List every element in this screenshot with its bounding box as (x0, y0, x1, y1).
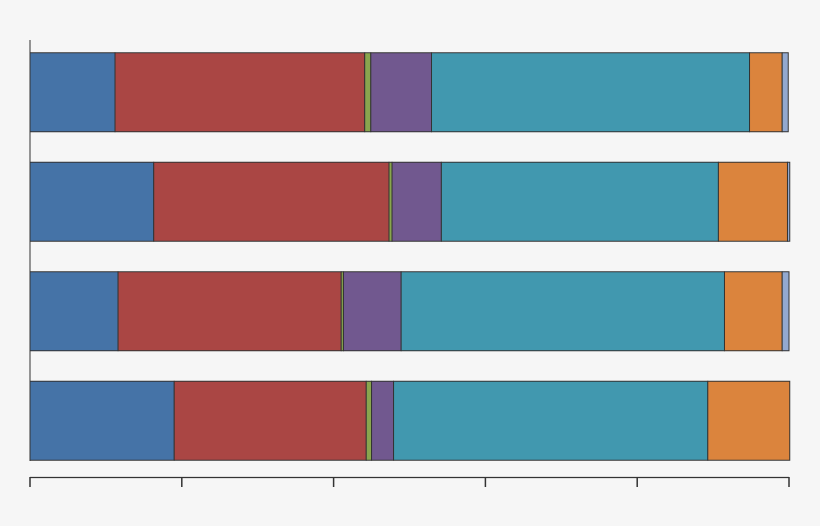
bar-segment (153, 161, 390, 242)
bar-segment (29, 271, 119, 352)
bar-segment (29, 161, 155, 242)
bar-segment (717, 161, 788, 242)
bar-segment (117, 271, 342, 352)
bar-segment (749, 52, 783, 133)
bar-segment (370, 52, 433, 133)
bar-segment (365, 380, 373, 461)
bar-segment (342, 271, 402, 352)
bar-segment (431, 52, 751, 133)
bar-segment (114, 52, 366, 133)
bar-segment (29, 52, 116, 133)
bar-segment (786, 161, 791, 242)
bar-segment (391, 161, 442, 242)
bar-segment (781, 271, 790, 352)
bar-segment (781, 52, 789, 133)
bar-segment (173, 380, 367, 461)
bar-segment (29, 380, 175, 461)
bar-segment (707, 380, 791, 461)
bar-segment (723, 271, 783, 352)
bar-segment (393, 380, 709, 461)
bar-segment (440, 161, 719, 242)
bar-segment (364, 52, 372, 133)
bar-segment (371, 380, 395, 461)
bar-segment (400, 271, 725, 352)
